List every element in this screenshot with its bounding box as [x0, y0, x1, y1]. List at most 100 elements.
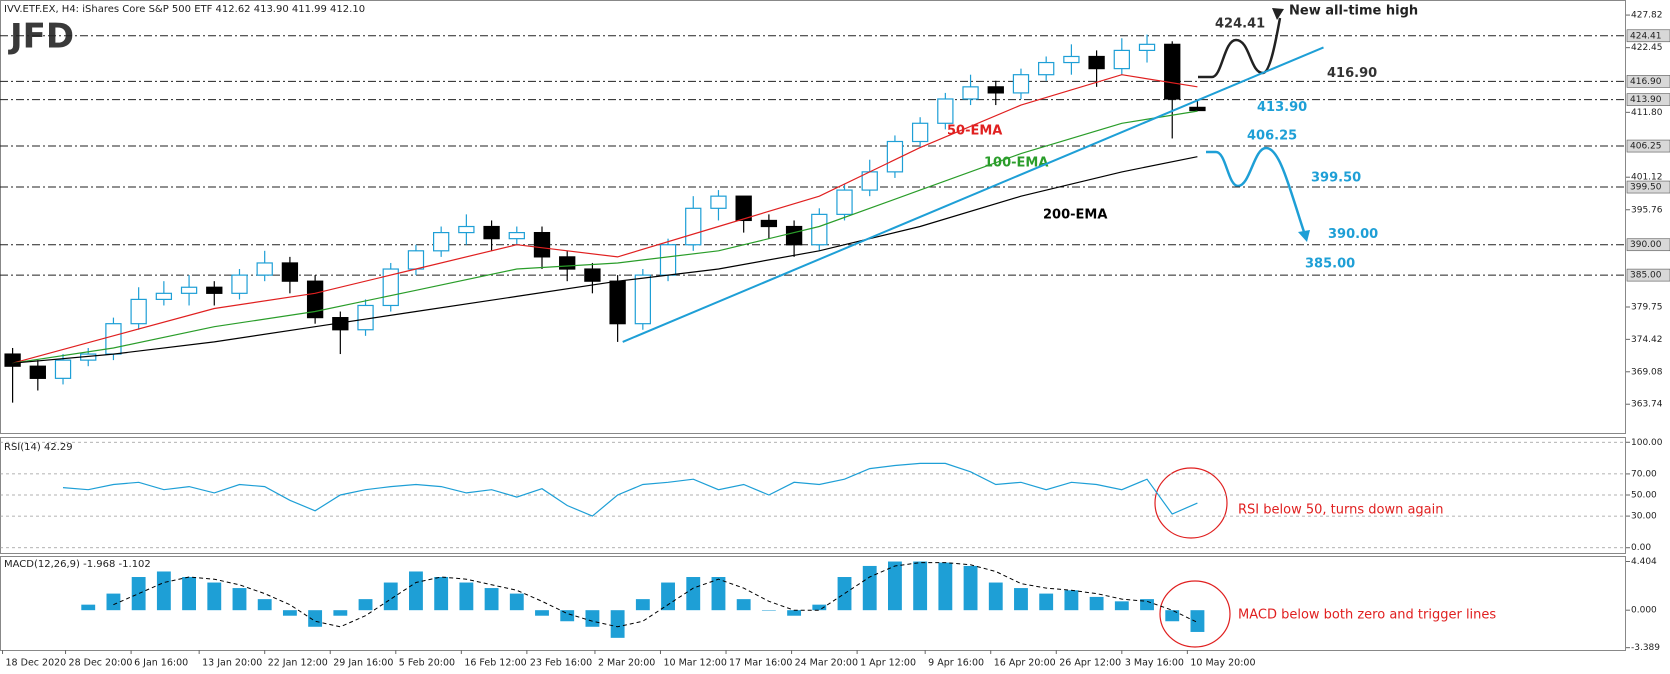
- macd-bar: [535, 610, 549, 616]
- x-tick-label: 18 Dec 2020: [6, 658, 67, 669]
- candle-body: [155, 292, 173, 300]
- candle-body: [1138, 43, 1156, 52]
- scenario-down-arrow: [1206, 146, 1306, 233]
- y-tick-label: 4.404: [1631, 557, 1657, 567]
- macd-bar: [862, 565, 877, 611]
- macd-bar: [383, 582, 398, 611]
- level-axis-label: 424.41: [1630, 31, 1662, 41]
- y-tick-label: 30.00: [1631, 512, 1657, 522]
- x-tick-label: 1 Apr 12:00: [860, 658, 916, 669]
- annotation: RSI below 50, turns down again: [1238, 503, 1443, 518]
- macd-bar: [182, 577, 197, 611]
- level-box: [1626, 29, 1670, 43]
- x-tick-label: 29 Jan 16:00: [333, 658, 393, 669]
- y-tick-label: 395.76: [1631, 205, 1663, 215]
- macd-bar: [1114, 601, 1129, 611]
- macd-bar: [358, 599, 373, 611]
- y-tick-label: 401.12: [1631, 173, 1663, 183]
- level-box: [1626, 238, 1670, 252]
- macd-bar: [1014, 588, 1028, 611]
- candle-body: [685, 207, 702, 246]
- arrow-head: [1298, 230, 1310, 242]
- macd-bar: [484, 588, 499, 611]
- candle-body: [206, 286, 223, 294]
- candle-body: [29, 365, 46, 379]
- macd-bar: [686, 577, 701, 611]
- candle-body: [458, 225, 475, 234]
- candle-body: [1063, 55, 1080, 64]
- macd-bar: [761, 610, 776, 611]
- macd-bar: [308, 610, 323, 627]
- candle-body: [407, 250, 425, 270]
- candle-body: [533, 231, 551, 258]
- candle-body: [609, 280, 626, 325]
- ema-label: 200-EMA: [1043, 208, 1107, 223]
- candle-body: [559, 256, 576, 270]
- ema-line: [12, 74, 1198, 364]
- candle-body: [130, 298, 147, 325]
- rsi-title: RSI(14) 42.29: [4, 442, 73, 453]
- macd-bar: [1165, 610, 1180, 622]
- macd-bar: [409, 571, 423, 611]
- candle-body: [937, 98, 954, 124]
- candle-body: [634, 274, 651, 325]
- candle-body: [1088, 55, 1105, 70]
- candle-body: [735, 195, 752, 222]
- x-tick-label: 22 Jan 12:00: [268, 658, 328, 669]
- macd-bar: [81, 604, 96, 611]
- macd-bar: [988, 582, 1003, 611]
- level-axis-label: 416.90: [1630, 77, 1662, 87]
- macd-bar: [434, 577, 449, 611]
- y-tick-label: 0.000: [1631, 606, 1657, 616]
- candle-body: [1164, 43, 1181, 100]
- candle-body: [1189, 106, 1206, 112]
- y-tick-label: 50.00: [1631, 491, 1657, 501]
- macd-bar: [560, 610, 575, 622]
- candle-body: [785, 225, 803, 246]
- macd-bar: [887, 561, 902, 611]
- y-tick-label: 0.00: [1631, 543, 1651, 553]
- rsi-line: [62, 462, 1198, 517]
- macd-bar: [711, 577, 726, 611]
- level-label: 416.90: [1327, 66, 1377, 81]
- level-label: 413.90: [1257, 100, 1307, 115]
- macd-bar: [1140, 599, 1154, 611]
- scenario-up-arrow: [1198, 17, 1282, 79]
- macd-bar: [837, 577, 852, 611]
- macd-bar: [938, 562, 953, 611]
- candle-body: [508, 231, 525, 240]
- highlight-circle: [1154, 467, 1228, 539]
- y-tick-label: 374.42: [1631, 335, 1663, 345]
- panel-frame: [0, 437, 1626, 554]
- level-label: 390.00: [1328, 227, 1378, 242]
- x-tick-label: 26 Apr 12:00: [1059, 658, 1121, 669]
- chart-title: IVV.ETF.EX, H4: iShares Core S&P 500 ETF…: [4, 4, 365, 15]
- y-tick-label: 422.45: [1631, 43, 1663, 53]
- y-tick-label: 411.80: [1631, 108, 1663, 118]
- macd-bar: [509, 593, 524, 611]
- annotation: New all-time high: [1289, 4, 1418, 19]
- level-box: [1626, 75, 1670, 88]
- x-tick-label: 10 May 20:00: [1190, 658, 1255, 669]
- arrow-head: [1272, 8, 1284, 20]
- ema-label: 50-EMA: [947, 124, 1002, 139]
- macd-bar: [232, 588, 247, 611]
- x-tick-label: 24 Mar 20:00: [795, 658, 858, 669]
- macd-title: MACD(12,26,9) -1.968 -1.102: [4, 559, 151, 570]
- ema-line: [12, 156, 1198, 364]
- x-tick-label: 16 Feb 12:00: [464, 658, 526, 669]
- x-tick-label: 13 Jan 20:00: [202, 658, 262, 669]
- level-axis-label: 390.00: [1630, 240, 1662, 250]
- candle-body: [483, 225, 500, 240]
- level-label: 424.41: [1215, 16, 1265, 31]
- candle-body: [987, 86, 1004, 94]
- macd-bar: [156, 571, 171, 611]
- macd-bar: [913, 561, 928, 611]
- level-box: [1626, 139, 1670, 153]
- x-tick-label: 23 Feb 16:00: [530, 658, 592, 669]
- panel-frame: [0, 556, 1626, 651]
- y-tick-label: 70.00: [1631, 469, 1657, 479]
- macd-bar: [257, 599, 272, 611]
